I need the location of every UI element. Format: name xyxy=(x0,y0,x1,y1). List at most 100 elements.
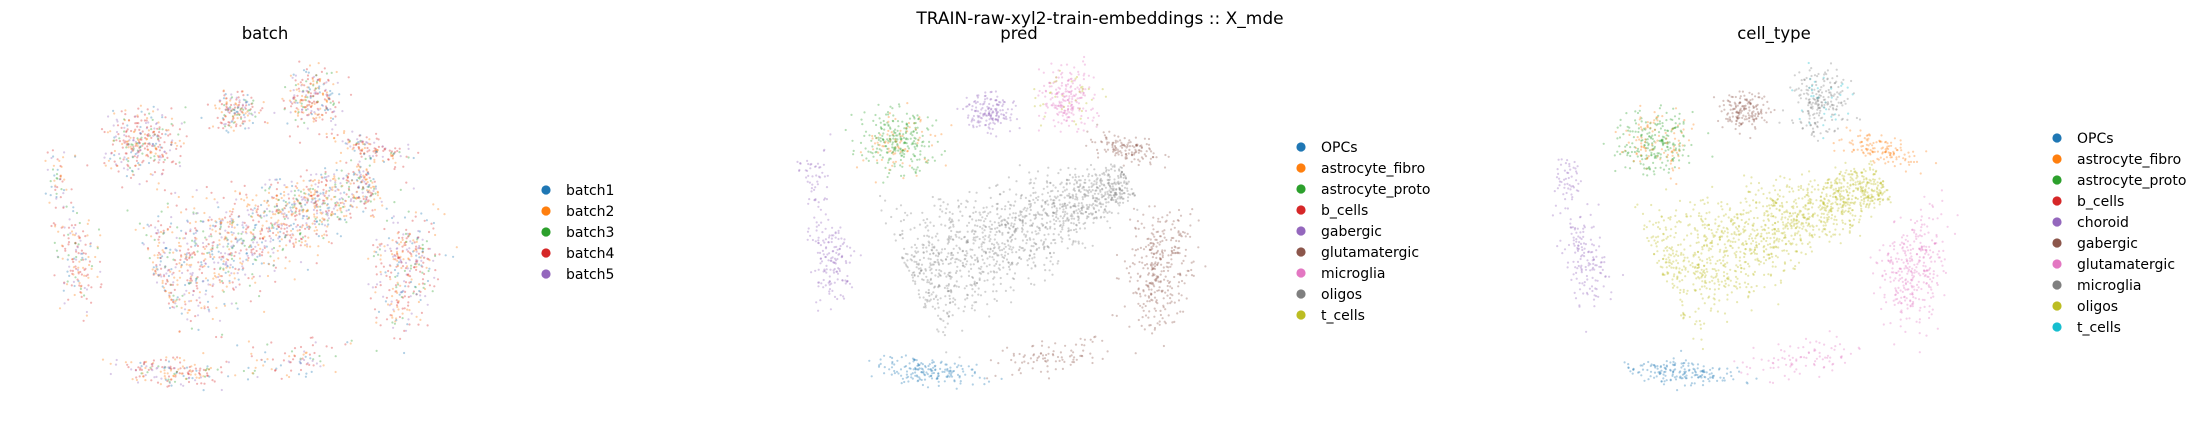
scatter-point xyxy=(1012,289,1015,292)
scatter-point xyxy=(928,281,931,284)
scatter-point xyxy=(1083,72,1086,75)
scatter-point xyxy=(404,285,407,288)
scatter-point xyxy=(260,241,264,244)
scatter-point xyxy=(390,150,393,153)
scatter-point xyxy=(149,156,152,159)
scatter-point xyxy=(315,116,318,119)
scatter-point xyxy=(1057,104,1060,108)
scatter-point xyxy=(410,312,413,315)
scatter-point xyxy=(989,247,992,250)
scatter-point xyxy=(207,265,210,268)
scatter-point xyxy=(1062,208,1065,211)
scatter-point xyxy=(283,190,286,194)
scatter-point xyxy=(395,299,398,302)
scatter-point xyxy=(934,235,938,238)
scatter-point xyxy=(229,99,232,102)
scatter-point xyxy=(226,245,229,248)
scatter-point xyxy=(421,254,424,257)
scatter-point xyxy=(1001,260,1005,263)
scatter-point xyxy=(426,279,430,283)
scatter-point xyxy=(154,226,157,229)
scatter-point xyxy=(180,254,183,257)
scatter-point xyxy=(212,224,215,227)
scatter-point xyxy=(906,102,909,105)
scatter-point xyxy=(425,240,428,243)
scatter-point xyxy=(1113,169,1116,172)
scatter-point xyxy=(315,209,319,212)
scatter-point xyxy=(205,245,208,248)
scatter-point xyxy=(1051,214,1054,217)
scatter-point xyxy=(946,203,949,206)
scatter-point xyxy=(343,215,346,218)
scatter-point xyxy=(1092,116,1095,119)
scatter-point xyxy=(123,119,126,122)
scatter-point xyxy=(170,143,173,146)
scatter-point xyxy=(417,300,420,304)
scatter-point xyxy=(346,176,349,179)
scatter-point xyxy=(152,105,155,108)
scatter-point xyxy=(296,125,299,128)
scatter-point xyxy=(233,254,236,258)
scatter-point xyxy=(434,233,437,237)
scatter-point xyxy=(1075,193,1078,196)
scatter-point xyxy=(163,365,166,368)
scatter-point xyxy=(1096,177,1099,180)
scatter-point xyxy=(944,258,948,261)
scatter-point xyxy=(118,140,121,143)
scatter-point xyxy=(936,258,939,261)
scatter-point xyxy=(1065,183,1068,186)
scatter-point xyxy=(336,209,339,212)
scatter-point xyxy=(902,136,906,139)
scatter-point xyxy=(405,228,408,231)
scatter-point xyxy=(1004,245,1007,248)
scatter-point xyxy=(925,246,928,249)
scatter-point xyxy=(367,142,370,145)
scatter-point xyxy=(1052,71,1055,74)
scatter-point xyxy=(213,274,217,278)
scatter-point xyxy=(1025,242,1028,245)
scatter-point xyxy=(945,207,948,210)
scatter-point xyxy=(1098,174,1101,177)
scatter-point xyxy=(275,178,278,181)
scatter-point xyxy=(235,123,238,126)
scatter-point xyxy=(233,272,236,275)
scatter-point xyxy=(251,254,254,257)
scatter-point xyxy=(417,151,420,154)
scatter-point xyxy=(940,318,943,321)
scatter-point xyxy=(332,212,335,216)
scatter-point xyxy=(358,177,361,180)
scatter-point xyxy=(900,138,903,141)
scatter-point xyxy=(349,93,353,96)
scatter-point xyxy=(116,120,119,123)
scatter-point xyxy=(851,139,854,142)
scatter-point xyxy=(192,289,195,292)
scatter-point xyxy=(258,237,262,240)
scatter-point xyxy=(300,209,303,212)
scatter-point xyxy=(230,240,233,243)
scatter-point xyxy=(272,264,275,267)
scatter-point xyxy=(206,365,209,368)
scatter-point xyxy=(254,236,257,239)
scatter-point xyxy=(945,351,948,354)
scatter-point xyxy=(132,139,135,142)
scatter-point xyxy=(308,363,311,366)
scatter-point xyxy=(1113,182,1116,185)
scatter-point xyxy=(215,221,218,224)
scatter-point xyxy=(245,196,248,199)
scatter-point xyxy=(894,152,897,155)
scatter-point xyxy=(1041,91,1044,94)
scatter-point xyxy=(209,227,212,230)
scatter-point xyxy=(1059,215,1062,218)
scatter-point xyxy=(1032,261,1035,264)
scatter-point xyxy=(1067,115,1070,119)
scatter-point xyxy=(143,133,147,136)
scatter-point xyxy=(189,281,192,284)
scatter-point xyxy=(906,145,909,148)
scatter-point xyxy=(1010,222,1013,225)
scatter-point xyxy=(914,280,917,283)
scatter-point xyxy=(183,308,187,311)
scatter-point xyxy=(979,103,982,106)
scatter-point xyxy=(1107,201,1110,204)
scatter-point xyxy=(334,189,337,193)
scatter-point xyxy=(879,137,882,140)
